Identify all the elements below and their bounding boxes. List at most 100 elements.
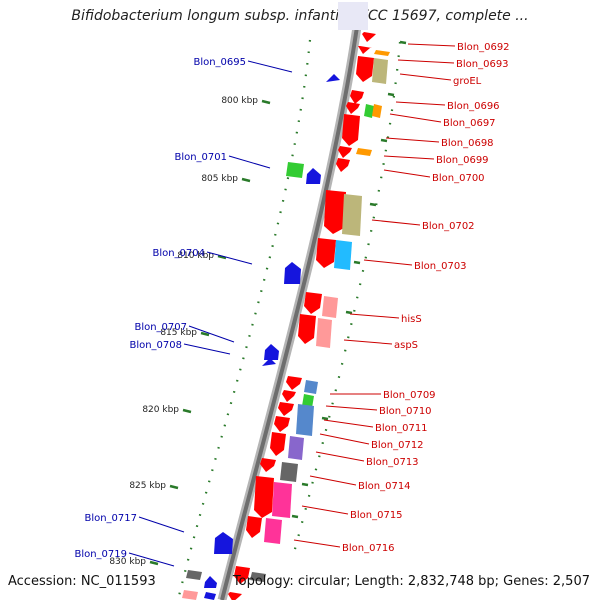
gene-label-forward[interactable]: Blon_0710 [379,406,432,417]
gene-label-forward[interactable]: Blon_0700 [432,173,485,184]
gene-feature[interactable] [214,532,233,554]
gene-feature[interactable] [280,462,298,482]
scale-label: 825 kbp [129,481,166,491]
inner-tick [353,260,361,265]
gene-label-forward[interactable]: Blon_0711 [375,423,428,434]
gene-feature[interactable] [254,476,274,518]
gene-feature[interactable] [316,238,336,268]
gene-feature[interactable] [272,482,292,518]
gene-label-forward[interactable]: Blon_0715 [350,510,403,521]
gene-feature[interactable] [286,376,302,390]
gene-feature[interactable] [284,262,301,284]
gene-label-forward[interactable]: Blon_0699 [436,155,489,166]
gene-feature[interactable] [306,168,321,184]
gene-label-forward[interactable]: Blon_0714 [358,481,411,492]
label-leader [228,155,271,169]
gene-feature[interactable] [264,344,279,360]
gene-feature[interactable] [364,104,374,118]
gene-feature[interactable] [204,592,216,600]
gene-label-forward[interactable]: Blon_0693 [456,59,509,70]
label-leader [395,101,446,106]
gene-feature[interactable] [356,56,374,82]
gene-feature[interactable] [296,404,314,436]
gene-label-forward[interactable]: aspS [394,340,418,351]
scale-label: 815 kbp [160,328,197,338]
gene-feature[interactable] [270,432,286,456]
gene-feature[interactable] [362,32,376,42]
gene-feature[interactable] [304,380,318,394]
gene-label-forward[interactable]: Blon_0702 [422,221,475,232]
gene-feature[interactable] [372,58,388,84]
gene-label-reverse[interactable]: Blon_0717 [84,513,137,524]
gene-feature[interactable] [182,590,198,600]
gene-label-forward[interactable]: Blon_0712 [371,440,424,451]
label-leader [349,313,400,319]
gene-feature[interactable] [274,416,290,432]
gene-label-reverse[interactable]: Blon_0701 [174,152,227,163]
gene-feature[interactable] [264,518,282,544]
gene-label-forward[interactable]: Blon_0709 [383,390,436,401]
label-leader [188,325,235,343]
genome-backbone-core [220,19,360,600]
label-leader [319,433,370,445]
gene-label-reverse[interactable]: Blon_0707 [134,322,187,333]
gene-feature[interactable] [302,394,314,408]
gene-feature[interactable] [288,436,304,460]
gene-feature[interactable] [262,358,276,366]
gene-label-forward[interactable]: hisS [401,314,422,325]
topology-text: Topology: circular; Length: 2,832,748 bp… [232,574,590,589]
inner-tick [369,202,377,207]
gene-feature[interactable] [358,46,372,54]
gene-label-reverse[interactable]: Blon_0695 [193,57,246,68]
gene-feature[interactable] [298,314,316,344]
scale-tick [261,99,271,105]
gene-label-forward[interactable]: groEL [453,76,482,87]
inner-tick [291,514,299,519]
gene-label-forward[interactable]: Blon_0696 [447,101,500,112]
gene-feature[interactable] [326,74,340,82]
label-leader [399,73,452,81]
gene-label-reverse[interactable]: Blon_0719 [74,549,127,560]
inner-tick [321,416,329,421]
gene-feature[interactable] [204,576,217,588]
scale-tick [149,560,159,566]
inner-tick [387,92,395,97]
gene-label-reverse[interactable]: Blon_0708 [129,340,182,351]
gene-feature[interactable] [324,190,346,234]
gene-label-forward[interactable]: Blon_0697 [443,118,496,129]
gene-feature[interactable] [304,292,322,314]
scale-tick [241,177,251,183]
gene-label-forward[interactable]: Blon_0716 [342,543,395,554]
gene-feature[interactable] [342,194,362,236]
gene-feature[interactable] [342,114,360,146]
label-leader [343,339,393,345]
gene-label-forward[interactable]: Blon_0703 [414,261,467,272]
gene-feature[interactable] [350,90,364,104]
gene-feature[interactable] [372,104,382,118]
gene-label-forward[interactable]: Blon_0692 [457,42,510,53]
gene-feature[interactable] [286,162,304,178]
gene-feature[interactable] [186,570,202,580]
gene-feature[interactable] [228,592,242,600]
gene-feature[interactable] [374,50,390,56]
gene-feature[interactable] [282,390,296,402]
gene-feature[interactable] [246,516,262,538]
gene-feature[interactable] [338,146,352,158]
gene-feature[interactable] [322,296,338,318]
gene-feature[interactable] [356,148,372,156]
scale-label: 810 kbp [177,251,214,261]
gene-label-forward[interactable]: Blon_0698 [441,138,494,149]
gene-feature[interactable] [336,158,350,172]
label-leader [183,343,231,355]
gene-feature[interactable] [234,566,250,584]
gene-feature[interactable] [346,102,360,114]
gene-label-forward[interactable]: Blon_0713 [366,457,419,468]
gene-label-reverse[interactable]: Blon_0704 [152,248,205,259]
gene-feature[interactable] [250,572,266,582]
label-leader [301,505,349,515]
gene-feature[interactable] [278,402,294,416]
gene-feature[interactable] [260,458,276,472]
gene-feature[interactable] [334,240,352,270]
gene-feature[interactable] [316,318,332,348]
